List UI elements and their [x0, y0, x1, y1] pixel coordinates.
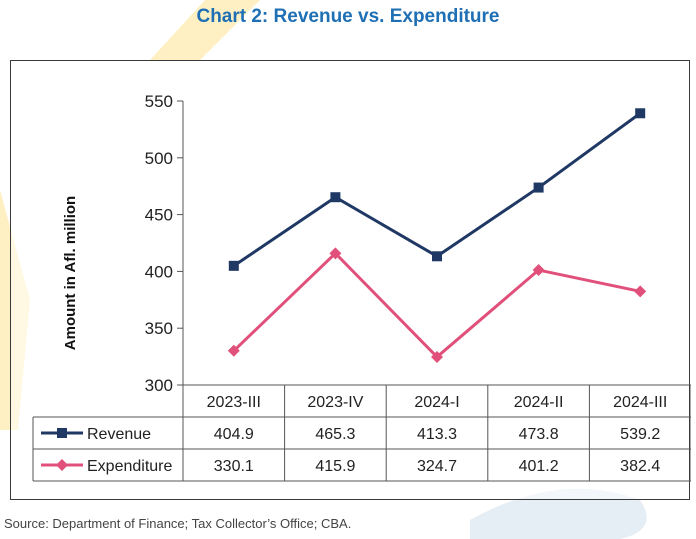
chart-plot: 300 350 400 450 500 550 Amount in Afl. million…	[32, 92, 691, 482]
chart-frame: 300 350 400 450 500 550 Amount in Afl. million…	[10, 60, 691, 500]
data-table-value: 473.8	[519, 426, 559, 443]
data-point-expenditure	[532, 264, 545, 277]
y-tick-label: 400	[145, 262, 173, 281]
data-table-value: 415.9	[315, 458, 355, 475]
data-table-value: 465.3	[315, 426, 355, 443]
data-point-revenue	[432, 251, 442, 262]
data-table-value: 330.1	[214, 458, 254, 475]
chart-title: Chart 2: Revenue vs. Expenditure	[196, 6, 500, 27]
y-tick-label: 450	[145, 206, 173, 225]
data-table-value: 382.4	[620, 458, 660, 475]
data-point-revenue	[635, 108, 646, 119]
data-table-value: 401.2	[519, 458, 559, 475]
legend-label: Revenue	[87, 426, 151, 443]
y-axis-title: Amount in Afl. million	[62, 196, 79, 350]
data-table-value: 404.9	[214, 426, 254, 443]
x-category-label: 2024-I	[414, 394, 459, 411]
legend-marker	[56, 459, 68, 471]
y-tick-label: 550	[145, 92, 173, 111]
data-point-revenue	[330, 192, 341, 203]
x-category-label: 2023-IV	[307, 394, 363, 411]
data-point-revenue	[533, 182, 544, 193]
x-category-label: 2023-III	[207, 394, 261, 411]
data-point-expenditure	[227, 344, 240, 357]
data-point-expenditure	[634, 285, 647, 298]
series-line-revenue	[232, 112, 642, 268]
legend-marker	[57, 428, 67, 438]
x-category-label: 2024-III	[613, 394, 667, 411]
data-table-value: 413.3	[417, 426, 457, 443]
data-table-value: 539.2	[620, 426, 660, 443]
data-point-revenue	[228, 260, 239, 271]
data-table-value: 324.7	[417, 458, 457, 475]
x-category-label: 2024-II	[514, 394, 564, 411]
data-point-expenditure	[431, 350, 443, 363]
y-tick-label: 500	[145, 149, 173, 168]
source-note: Source: Department of Finance; Tax Colle…	[4, 516, 352, 531]
y-tick-label: 300	[145, 376, 173, 395]
data-point-expenditure	[329, 247, 342, 260]
y-tick-label: 350	[145, 319, 173, 338]
legend-label: Expenditure	[87, 458, 172, 475]
series-line-expenditure	[232, 251, 641, 359]
